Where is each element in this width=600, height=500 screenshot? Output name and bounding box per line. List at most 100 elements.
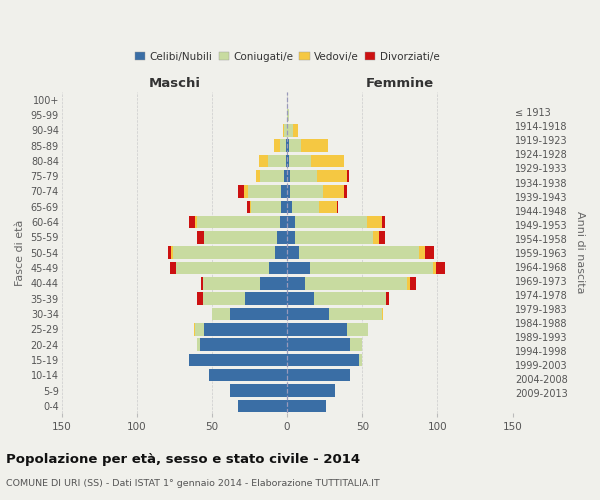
Bar [311, 154, 344, 167]
Bar [197, 231, 205, 243]
Bar [433, 262, 436, 274]
Bar [382, 216, 385, 228]
Bar [275, 246, 287, 259]
Bar [419, 246, 425, 259]
Bar [287, 185, 290, 198]
Bar [269, 262, 287, 274]
Bar [287, 140, 289, 152]
Bar [287, 231, 295, 243]
Bar [280, 216, 287, 228]
Bar [173, 246, 275, 259]
Bar [287, 369, 350, 382]
Bar [230, 308, 287, 320]
Legend: Celibi/Nubili, Coniugati/e, Vedovi/e, Divorziati/e: Celibi/Nubili, Coniugati/e, Vedovi/e, Di… [131, 48, 443, 66]
Bar [172, 246, 173, 259]
Bar [244, 185, 248, 198]
Bar [283, 124, 284, 136]
Bar [347, 323, 368, 336]
Bar [245, 292, 287, 305]
Bar [196, 323, 205, 336]
Bar [329, 308, 382, 320]
Bar [176, 262, 269, 274]
Bar [287, 323, 347, 336]
Bar [287, 124, 293, 136]
Bar [209, 369, 287, 382]
Bar [197, 216, 280, 228]
Bar [287, 108, 289, 121]
Bar [292, 200, 319, 213]
Bar [287, 354, 359, 366]
Bar [205, 323, 287, 336]
Bar [295, 231, 373, 243]
Bar [410, 277, 416, 289]
Bar [170, 262, 176, 274]
Bar [373, 231, 379, 243]
Y-axis label: Fasce di età: Fasce di età [15, 220, 25, 286]
Bar [196, 216, 197, 228]
Bar [238, 400, 287, 412]
Bar [436, 262, 445, 274]
Bar [248, 185, 281, 198]
Bar [205, 231, 277, 243]
Bar [293, 124, 298, 136]
Bar [287, 170, 290, 182]
Bar [197, 338, 200, 351]
Bar [301, 140, 328, 152]
Bar [250, 200, 251, 213]
Bar [305, 277, 407, 289]
Bar [200, 338, 287, 351]
Text: Femmine: Femmine [366, 76, 434, 90]
Bar [290, 170, 317, 182]
Bar [299, 246, 419, 259]
Bar [284, 124, 287, 136]
Bar [350, 338, 362, 351]
Bar [190, 216, 196, 228]
Bar [194, 323, 196, 336]
Bar [247, 200, 250, 213]
Bar [359, 354, 362, 366]
Bar [314, 292, 386, 305]
Bar [281, 185, 287, 198]
Bar [281, 200, 287, 213]
Bar [251, 200, 281, 213]
Bar [190, 354, 287, 366]
Bar [259, 154, 268, 167]
Bar [287, 338, 350, 351]
Bar [284, 170, 287, 182]
Bar [169, 246, 172, 259]
Bar [280, 140, 286, 152]
Bar [256, 170, 260, 182]
Bar [287, 308, 329, 320]
Bar [286, 154, 287, 167]
Bar [379, 231, 385, 243]
Bar [319, 200, 337, 213]
Text: Popolazione per età, sesso e stato civile - 2014: Popolazione per età, sesso e stato civil… [6, 452, 360, 466]
Bar [287, 400, 326, 412]
Bar [274, 140, 280, 152]
Y-axis label: Anni di nascita: Anni di nascita [575, 212, 585, 294]
Bar [287, 216, 295, 228]
Bar [268, 154, 286, 167]
Bar [203, 292, 245, 305]
Bar [203, 277, 260, 289]
Bar [382, 308, 383, 320]
Bar [386, 292, 389, 305]
Bar [238, 185, 244, 198]
Bar [287, 262, 310, 274]
Bar [290, 185, 323, 198]
Bar [310, 262, 433, 274]
Bar [367, 216, 382, 228]
Bar [260, 170, 284, 182]
Bar [344, 185, 347, 198]
Bar [287, 200, 292, 213]
Bar [212, 308, 230, 320]
Bar [337, 200, 338, 213]
Bar [287, 277, 305, 289]
Bar [230, 384, 287, 397]
Bar [323, 185, 344, 198]
Bar [286, 140, 287, 152]
Bar [277, 231, 287, 243]
Bar [425, 246, 434, 259]
Bar [317, 170, 347, 182]
Bar [287, 246, 299, 259]
